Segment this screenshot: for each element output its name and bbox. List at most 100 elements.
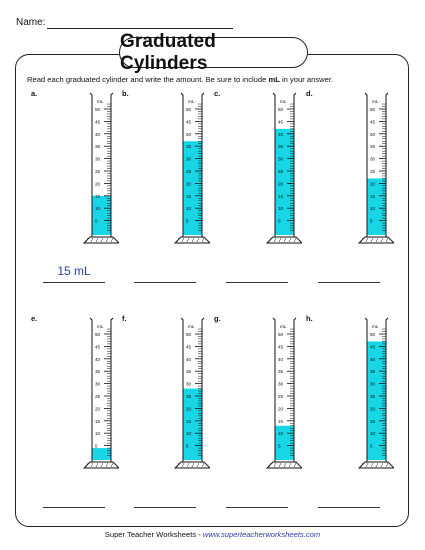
base-hatch (380, 462, 384, 468)
tick-label: 35 (370, 144, 376, 149)
tick-label: 40 (278, 357, 284, 362)
answer-line[interactable] (134, 282, 196, 283)
tick-label: 20 (186, 406, 192, 411)
footer: Super Teacher Worksheets - www.superteac… (0, 530, 425, 539)
footer-url[interactable]: www.superteacherworksheets.com (202, 530, 321, 539)
unit-label: mL (372, 99, 379, 104)
tick-label: 20 (278, 181, 284, 186)
item-letter: g. (214, 314, 221, 323)
answer-line[interactable] (318, 282, 380, 283)
tick-label: 10 (95, 206, 101, 211)
answer-line[interactable] (43, 282, 105, 283)
cylinder-base (82, 236, 119, 244)
unit-label: mL (97, 99, 104, 104)
cylinder-base (173, 461, 210, 469)
tick-label: 30 (278, 157, 284, 162)
item-letter: e. (31, 314, 38, 323)
answer-line[interactable] (318, 507, 380, 508)
base-hatch (191, 237, 195, 243)
answer-line[interactable] (43, 507, 105, 508)
base-hatch (268, 237, 272, 243)
name-field-line[interactable] (47, 28, 233, 29)
base-hatch (90, 462, 94, 468)
tick-label: 25 (186, 394, 192, 399)
cylinder-item: d. 50 45 40 35 30 25 20 15 10 5 mL (302, 89, 394, 304)
tick-label: 30 (186, 157, 192, 162)
tick-label: 10 (186, 431, 192, 436)
tick-label: 20 (186, 181, 192, 186)
graduated-cylinder: 50 45 40 35 30 25 20 15 10 5 mL (265, 92, 302, 244)
tick-label: 25 (95, 169, 101, 174)
tick-label: 30 (95, 382, 101, 387)
name-label: Name: (16, 17, 46, 28)
base-hatch (365, 462, 369, 468)
graduated-cylinder: 50 45 40 35 30 25 20 15 10 5 mL (357, 92, 394, 244)
tick-label: 20 (95, 406, 101, 411)
cylinder-base (357, 461, 394, 469)
liquid-fill (275, 425, 294, 460)
item-letter: a. (31, 89, 38, 98)
cylinder-base (265, 461, 302, 469)
base-hatch (100, 237, 104, 243)
base-hatch (375, 237, 379, 243)
item-letter: c. (214, 89, 221, 98)
unit-label: mL (188, 324, 195, 329)
answer-line[interactable] (134, 507, 196, 508)
base-hatch (105, 237, 109, 243)
base-hatch (105, 462, 109, 468)
tick-label: 25 (95, 394, 101, 399)
base-hatch (385, 462, 389, 468)
tick-label: 10 (278, 206, 284, 211)
base-hatch (278, 462, 282, 468)
base-hatch (176, 237, 180, 243)
tick-label: 25 (278, 394, 284, 399)
tick-label: 15 (370, 194, 376, 199)
tick-label: 40 (370, 132, 376, 137)
tick-label: 45 (370, 344, 376, 349)
answer-line[interactable] (226, 282, 288, 283)
tick-label: 35 (370, 369, 376, 374)
graduated-cylinder: 50 45 40 35 30 25 20 15 10 5 mL (173, 317, 210, 469)
graduated-cylinder: 50 45 40 35 30 25 20 15 10 5 mL (265, 317, 302, 469)
tick-label: 30 (95, 157, 101, 162)
tick-label: 35 (186, 144, 192, 149)
tick-label: 5 (278, 444, 281, 449)
base-hatch (110, 462, 114, 468)
unit-label: mL (280, 324, 287, 329)
tick-label: 20 (370, 181, 376, 186)
base-hatch (273, 237, 277, 243)
tick-label: 40 (278, 132, 284, 137)
liquid-fill (183, 141, 202, 235)
base-hatch (95, 237, 99, 243)
tick-label: 35 (186, 369, 192, 374)
tick-label: 15 (95, 419, 101, 424)
base-hatch (85, 237, 89, 243)
cylinder-base (82, 461, 119, 469)
tick-label: 5 (186, 219, 189, 224)
base-hatch (360, 462, 364, 468)
liquid-fill (183, 388, 202, 460)
tick-label: 5 (278, 219, 281, 224)
tick-label: 15 (186, 194, 192, 199)
tick-label: 30 (370, 382, 376, 387)
base-hatch (385, 237, 389, 243)
base-hatch (95, 462, 99, 468)
graduated-cylinder: 50 45 40 35 30 25 20 15 10 5 mL (173, 92, 210, 244)
tick-label: 25 (278, 169, 284, 174)
base-hatch (365, 237, 369, 243)
base-hatch (85, 462, 89, 468)
instructions-text-2: in your answer. (279, 75, 334, 84)
worksheet-title: Graduated Cylinders (119, 31, 308, 74)
base-hatch (110, 237, 114, 243)
tick-label: 50 (186, 107, 192, 112)
tick-label: 45 (278, 344, 284, 349)
tick-label: 50 (370, 332, 376, 337)
answer-line[interactable] (226, 507, 288, 508)
liquid-fill (92, 448, 111, 460)
tick-label: 50 (95, 107, 101, 112)
tick-label: 10 (370, 206, 376, 211)
tick-label: 50 (370, 107, 376, 112)
instructions: Read each graduated cylinder and write t… (27, 75, 333, 84)
item-letter: b. (122, 89, 129, 98)
base-hatch (268, 462, 272, 468)
